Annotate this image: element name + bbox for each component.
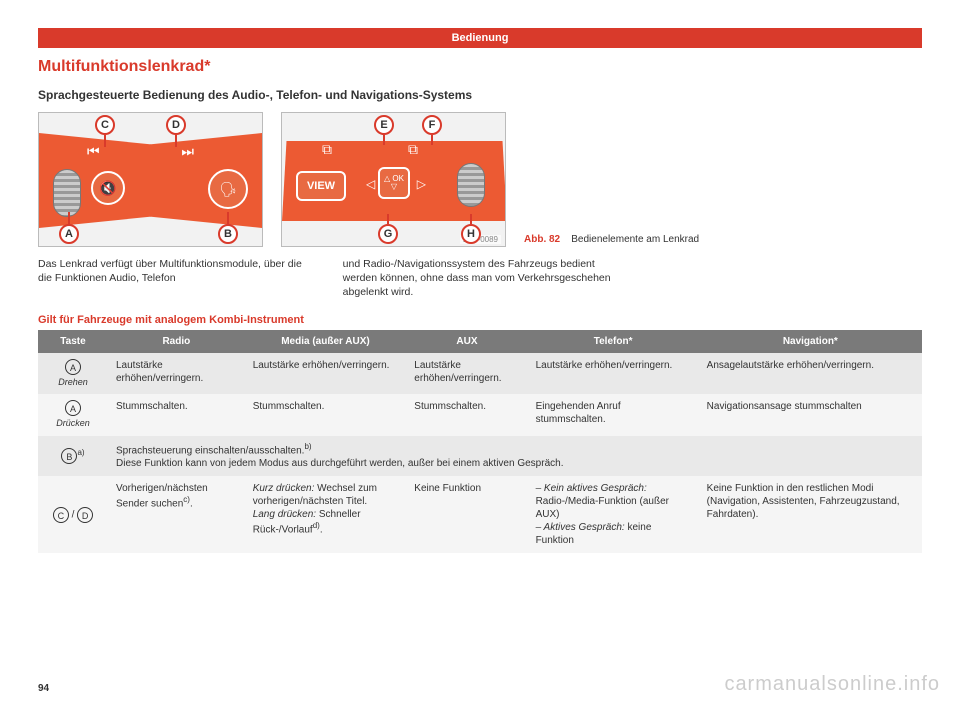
cell: Lautstärke erhöhen/verringern.	[108, 353, 245, 395]
cell: Stummschalten.	[108, 394, 245, 436]
footnote-sup: b)	[304, 442, 311, 451]
figure-caption-text: Bedienelemente am Lenkrad	[571, 234, 699, 245]
th-radio: Radio	[108, 330, 245, 353]
th-aux: AUX	[406, 330, 527, 353]
th-media: Media (außer AUX)	[245, 330, 407, 353]
cell: Eingehenden Anruf stummschalten.	[528, 394, 699, 436]
pin-h: H	[461, 224, 481, 244]
figure-caption-label: Abb. 82	[524, 234, 560, 245]
pin-d: D	[166, 115, 186, 135]
pin-c: C	[95, 115, 115, 135]
cell-full: Sprachsteuerung einschalten/ausschalten.…	[108, 436, 922, 476]
figure-caption: Abb. 82 Bedienelemente am Lenkrad	[524, 234, 922, 247]
cell-text: Radio-/Media-Funktion (außer AUX)	[536, 496, 669, 520]
controls-table: Taste Radio Media (außer AUX) AUX Telefo…	[38, 330, 922, 554]
th-taste: Taste	[38, 330, 108, 353]
prev-icon: ⏮	[87, 143, 100, 160]
cell-text: Vorherigen/nächsten Sender suchen	[116, 483, 208, 509]
body-col3-empty	[647, 257, 922, 300]
cell-italic: Kurz drücken:	[253, 483, 315, 494]
pin-line	[431, 135, 433, 145]
voice-button: 🗣	[208, 169, 248, 209]
pin-a: A	[59, 224, 79, 244]
cell-text: Sprachsteuerung einschalten/ausschalten.	[116, 445, 304, 456]
key-letter: A	[65, 400, 81, 416]
pin-line	[470, 214, 472, 224]
cell-text: Diese Funktion kann von jedem Modus aus …	[116, 458, 563, 469]
key-sep: /	[69, 509, 77, 520]
key-letter: D	[77, 507, 93, 523]
cell-italic: – Aktives Gespräch:	[536, 522, 625, 533]
body-col2: und Radio-/Navigationssystem des Fahrzeu…	[343, 257, 618, 300]
pin-line	[383, 135, 385, 145]
table-row: A Drehen Lautstärke erhöhen/verringern. …	[38, 353, 922, 395]
th-navigation: Navigation*	[699, 330, 922, 353]
figures-row: 🔇 🗣 ⏮ ⏭ C D A B VIEW ⧉ ⧉ ◁ ▷	[38, 112, 922, 247]
window-left-icon: ⧉	[322, 141, 332, 158]
view-button: VIEW	[296, 171, 346, 201]
cell: Lautstärke erhöhen/verringern.	[245, 353, 407, 395]
cell: Lautstärke erhöhen/verringern.	[406, 353, 527, 395]
cell-italic: – Kein aktives Gespräch:	[536, 483, 647, 494]
figure-left: 🔇 🗣 ⏮ ⏭ C D A B	[38, 112, 263, 247]
next-icon: ⏭	[181, 143, 194, 160]
cell: Keine Funktion	[406, 476, 527, 553]
cell-text: .	[320, 525, 323, 536]
cell-italic: Lang drücken:	[253, 509, 316, 520]
footnote-sup: d)	[313, 521, 320, 530]
pin-line	[175, 135, 177, 147]
figure-right: VIEW ⧉ ⧉ ◁ ▷ △ OK ▽ E F G H B6F-0089	[281, 112, 506, 247]
cell: Ansagelautstärke erhöhen/verringern.	[699, 353, 922, 395]
table-row: A Drücken Stummschalten. Stummschalten. …	[38, 394, 922, 436]
page-subtitle: Sprachgesteuerte Bedienung des Audio-, T…	[38, 88, 922, 102]
cell-text: .	[190, 499, 193, 510]
page-number: 94	[38, 683, 49, 694]
cell: Stummschalten.	[406, 394, 527, 436]
cell: Stummschalten.	[245, 394, 407, 436]
th-telefon: Telefon*	[528, 330, 699, 353]
table-title: Gilt für Fahrzeuge mit analogem Kombi-In…	[38, 314, 922, 326]
dpad-right-icon: ▷	[417, 177, 426, 191]
mute-button: 🔇	[91, 171, 125, 205]
cell: Keine Funktion in den restlichen Modi (N…	[699, 476, 922, 553]
thumbwheel-h	[457, 163, 485, 207]
mute-icon: 🔇	[99, 180, 116, 197]
cell: Kurz drücken: Wechsel zum vorherigen/näc…	[245, 476, 407, 553]
pin-line	[387, 214, 389, 224]
pin-line	[68, 212, 70, 224]
cell: Navigationsansage stummschalten	[699, 394, 922, 436]
table-row: Ba) Sprachsteuerung einschalten/ausschal…	[38, 436, 922, 476]
pin-g: G	[378, 224, 398, 244]
page-title: Multifunktionslenkrad*	[38, 58, 922, 76]
table-row: C / D Vorherigen/nächsten Sender suchenc…	[38, 476, 922, 553]
body-text: Das Lenkrad verfügt über Multifunktionsm…	[38, 257, 922, 300]
key-letter: A	[65, 359, 81, 375]
key-letter: C	[53, 507, 69, 523]
header-bar: Bedienung	[38, 28, 922, 48]
key-sup: a)	[77, 448, 84, 457]
key-letter: B	[61, 448, 77, 464]
pin-line	[104, 135, 106, 147]
thumbwheel-a	[53, 169, 81, 217]
key-action: Drehen	[46, 377, 100, 389]
voice-icon: 🗣	[219, 181, 237, 198]
watermark: carmanualsonline.info	[724, 673, 940, 696]
key-action: Drücken	[46, 418, 100, 430]
dpad-ok: △ OK ▽	[378, 167, 410, 199]
pin-line	[227, 212, 229, 224]
dpad-left-icon: ◁	[366, 177, 375, 191]
body-col1: Das Lenkrad verfügt über Multifunktionsm…	[38, 257, 313, 300]
cell: Vorherigen/nächsten Sender suchenc).	[108, 476, 245, 553]
pin-f: F	[422, 115, 442, 135]
cell: Lautstärke erhöhen/verringern.	[528, 353, 699, 395]
footnote-sup: c)	[183, 495, 190, 504]
pin-b: B	[218, 224, 238, 244]
cell: – Kein aktives Gespräch: Radio-/Media-Fu…	[528, 476, 699, 553]
dpad: ◁ ▷ △ OK ▽	[364, 153, 424, 213]
pin-e: E	[374, 115, 394, 135]
